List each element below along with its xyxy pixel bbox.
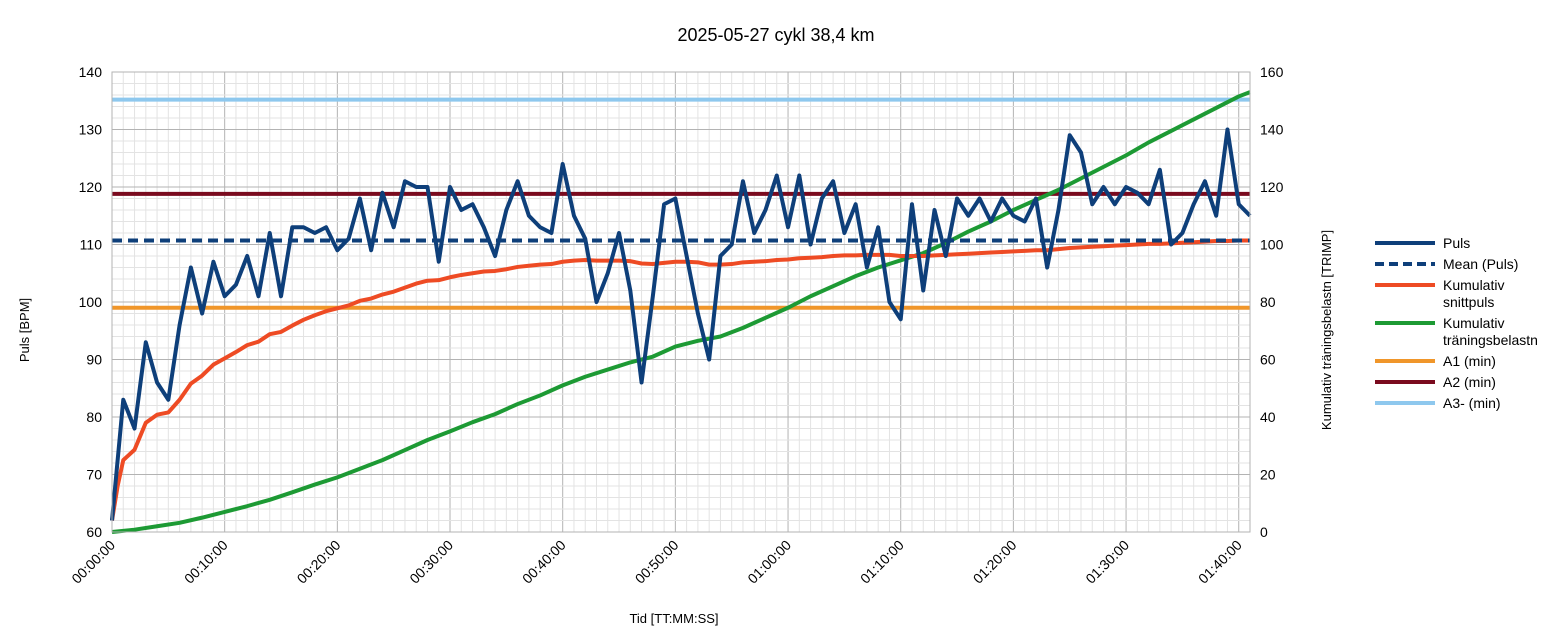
grid xyxy=(112,72,1250,532)
y-tick-label-left: 130 xyxy=(79,122,103,138)
x-tick-label: 01:40:00 xyxy=(1195,537,1245,587)
legend-label: A3- (min) xyxy=(1443,395,1501,411)
y-tick-label-right: 80 xyxy=(1260,294,1276,310)
y-tick-label-right: 140 xyxy=(1260,122,1284,138)
y-tick-label-left: 60 xyxy=(86,524,102,540)
series-line-kumulativ-träningsbelastn xyxy=(111,90,1251,534)
y-tick-label-left: 80 xyxy=(86,409,102,425)
legend-item: Mean (Puls) xyxy=(1375,256,1518,272)
y-tick-label-right: 0 xyxy=(1260,524,1268,540)
legend-label: Kumulativ xyxy=(1443,277,1504,293)
legend-item: A3- (min) xyxy=(1375,395,1501,411)
legend-label: träningsbelastn xyxy=(1443,332,1538,348)
chart-title: 2025-05-27 cykl 38,4 km xyxy=(677,25,874,45)
x-tick-label: 00:10:00 xyxy=(181,537,231,587)
legend-label: Mean (Puls) xyxy=(1443,256,1518,272)
y-tick-label-left: 140 xyxy=(79,64,103,80)
x-tick-label: 00:20:00 xyxy=(294,537,344,587)
y-axis-title-right: Kumulativ träningsbelastn [TRIMP] xyxy=(1319,230,1334,430)
y-tick-label-left: 120 xyxy=(79,179,103,195)
x-tick-label: 00:00:00 xyxy=(68,537,118,587)
y-tick-label-left: 110 xyxy=(80,237,103,253)
y-tick-label-right: 120 xyxy=(1260,179,1284,195)
y-tick-label-right: 20 xyxy=(1260,467,1276,483)
x-tick-label: 00:30:00 xyxy=(406,537,456,587)
legend-label: snittpuls xyxy=(1443,294,1494,310)
y-tick-label-right: 60 xyxy=(1260,352,1276,368)
x-tick-label: 01:10:00 xyxy=(857,537,907,587)
x-axis-title: Tid [TT:MM:SS] xyxy=(629,611,718,626)
legend-label: Kumulativ xyxy=(1443,315,1504,331)
series-layer xyxy=(110,90,1252,534)
legend-item: Puls xyxy=(1375,235,1470,251)
y-tick-label-left: 100 xyxy=(79,294,103,310)
y-tick-label-left: 90 xyxy=(86,352,102,368)
y-tick-label-right: 160 xyxy=(1260,64,1284,80)
x-tick-label: 00:40:00 xyxy=(519,537,569,587)
x-tick-label: 01:20:00 xyxy=(970,537,1020,587)
legend-item: A1 (min) xyxy=(1375,353,1496,369)
y-tick-label-left: 70 xyxy=(86,467,102,483)
y-tick-label-right: 40 xyxy=(1260,409,1276,425)
legend-label: Puls xyxy=(1443,235,1470,251)
y-axis-title-left: Puls [BPM] xyxy=(17,298,32,362)
x-tick-label: 01:30:00 xyxy=(1082,537,1132,587)
series-line-kumulativ-snittpuls xyxy=(110,238,1250,521)
plot-area-border xyxy=(111,71,1251,533)
legend-item: A2 (min) xyxy=(1375,374,1496,390)
y-tick-label-right: 100 xyxy=(1260,237,1284,253)
legend-label: A1 (min) xyxy=(1443,353,1496,369)
x-tick-label: 01:00:00 xyxy=(744,537,794,587)
series-line-puls xyxy=(110,127,1252,521)
x-tick-label: 00:50:00 xyxy=(632,537,682,587)
legend-label: A2 (min) xyxy=(1443,374,1496,390)
